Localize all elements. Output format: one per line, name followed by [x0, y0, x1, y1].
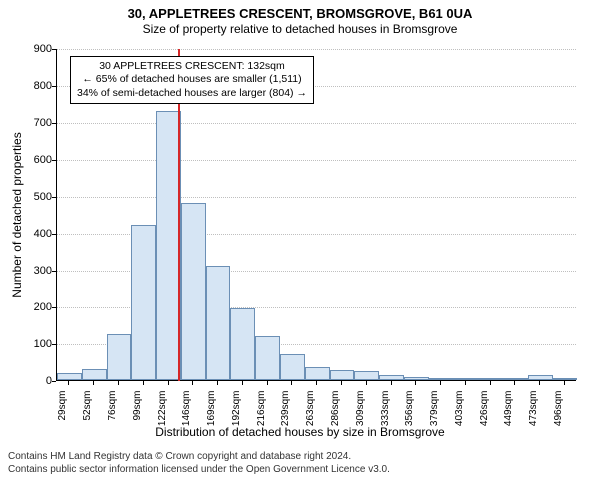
ytick-label: 600 — [12, 154, 52, 166]
footer-line2: Contains public sector information licen… — [8, 464, 592, 477]
ytick-mark — [52, 307, 56, 308]
histogram-bar — [206, 266, 231, 380]
ytick-mark — [52, 197, 56, 198]
callout-line1: 30 APPLETREES CRESCENT: 132sqm — [77, 60, 307, 73]
xtick-label: 146sqm — [181, 391, 192, 441]
ytick-label: 300 — [12, 265, 52, 277]
footer-line1: Contains HM Land Registry data © Crown c… — [8, 451, 592, 464]
chart: Number of detached properties 30 APPLETR… — [0, 37, 600, 447]
xtick-mark — [440, 381, 441, 385]
xtick-mark — [316, 381, 317, 385]
xtick-label: 169sqm — [206, 391, 217, 441]
xtick-mark — [341, 381, 342, 385]
xtick-label: 473sqm — [528, 391, 539, 441]
xtick-label: 29sqm — [57, 391, 68, 441]
histogram-bar — [553, 378, 578, 380]
gridline-h — [57, 49, 576, 50]
xtick-mark — [118, 381, 119, 385]
xtick-label: 52sqm — [82, 391, 93, 441]
xtick-mark — [366, 381, 367, 385]
histogram-bar — [230, 308, 255, 380]
xtick-mark — [415, 381, 416, 385]
histogram-bar — [503, 378, 528, 380]
y-axis-label-wrap: Number of detached properties — [10, 49, 24, 381]
histogram-bar — [305, 367, 330, 380]
footer: Contains HM Land Registry data © Crown c… — [0, 447, 600, 476]
histogram-bar — [429, 378, 454, 380]
xtick-mark — [93, 381, 94, 385]
xtick-label: 449sqm — [503, 391, 514, 441]
xtick-mark — [192, 381, 193, 385]
histogram-bar — [379, 375, 404, 381]
xtick-label: 309sqm — [355, 391, 366, 441]
gridline-h — [57, 197, 576, 198]
xtick-label: 403sqm — [454, 391, 465, 441]
xtick-label: 192sqm — [231, 391, 242, 441]
xtick-mark — [168, 381, 169, 385]
ytick-mark — [52, 160, 56, 161]
gridline-h — [57, 123, 576, 124]
ytick-label: 200 — [12, 301, 52, 313]
ytick-label: 500 — [12, 191, 52, 203]
histogram-bar — [454, 378, 479, 380]
xtick-mark — [267, 381, 268, 385]
xtick-label: 379sqm — [429, 391, 440, 441]
title-address: 30, APPLETREES CRESCENT, BROMSGROVE, B61… — [0, 6, 600, 22]
xtick-mark — [564, 381, 565, 385]
ytick-mark — [52, 86, 56, 87]
ytick-mark — [52, 381, 56, 382]
histogram-bar — [528, 375, 553, 381]
xtick-mark — [514, 381, 515, 385]
xtick-label: 99sqm — [132, 391, 143, 441]
ytick-label: 100 — [12, 338, 52, 350]
ytick-label: 700 — [12, 117, 52, 129]
ytick-label: 800 — [12, 80, 52, 92]
xtick-mark — [68, 381, 69, 385]
ytick-mark — [52, 271, 56, 272]
histogram-bar — [57, 373, 82, 380]
ytick-label: 0 — [12, 375, 52, 387]
title-subtitle: Size of property relative to detached ho… — [0, 22, 600, 37]
title-block: 30, APPLETREES CRESCENT, BROMSGROVE, B61… — [0, 0, 600, 37]
histogram-bar — [82, 369, 107, 380]
xtick-label: 239sqm — [280, 391, 291, 441]
ytick-mark — [52, 234, 56, 235]
histogram-bar — [107, 334, 132, 380]
callout-line2: ← 65% of detached houses are smaller (1,… — [77, 73, 307, 86]
callout-line3: 34% of semi-detached houses are larger (… — [77, 87, 307, 100]
histogram-bar — [404, 377, 429, 381]
ytick-mark — [52, 123, 56, 124]
histogram-bar — [255, 336, 280, 380]
xtick-label: 122sqm — [157, 391, 168, 441]
xtick-label: 216sqm — [256, 391, 267, 441]
xtick-label: 426sqm — [479, 391, 490, 441]
ytick-label: 400 — [12, 228, 52, 240]
xtick-mark — [391, 381, 392, 385]
xtick-mark — [539, 381, 540, 385]
xtick-label: 333sqm — [380, 391, 391, 441]
gridline-h — [57, 160, 576, 161]
xtick-mark — [217, 381, 218, 385]
xtick-label: 286sqm — [330, 391, 341, 441]
xtick-label: 496sqm — [553, 391, 564, 441]
callout-box: 30 APPLETREES CRESCENT: 132sqm ← 65% of … — [70, 56, 314, 103]
histogram-bar — [181, 203, 206, 380]
xtick-mark — [465, 381, 466, 385]
xtick-mark — [143, 381, 144, 385]
ytick-mark — [52, 49, 56, 50]
xtick-mark — [291, 381, 292, 385]
xtick-label: 76sqm — [107, 391, 118, 441]
histogram-bar — [478, 378, 503, 380]
histogram-bar — [330, 370, 355, 380]
xtick-mark — [242, 381, 243, 385]
histogram-bar — [280, 354, 305, 380]
xtick-label: 356sqm — [404, 391, 415, 441]
xtick-mark — [490, 381, 491, 385]
histogram-bar — [131, 225, 156, 380]
histogram-bar — [354, 371, 379, 380]
ytick-mark — [52, 344, 56, 345]
xtick-label: 263sqm — [305, 391, 316, 441]
ytick-label: 900 — [12, 43, 52, 55]
